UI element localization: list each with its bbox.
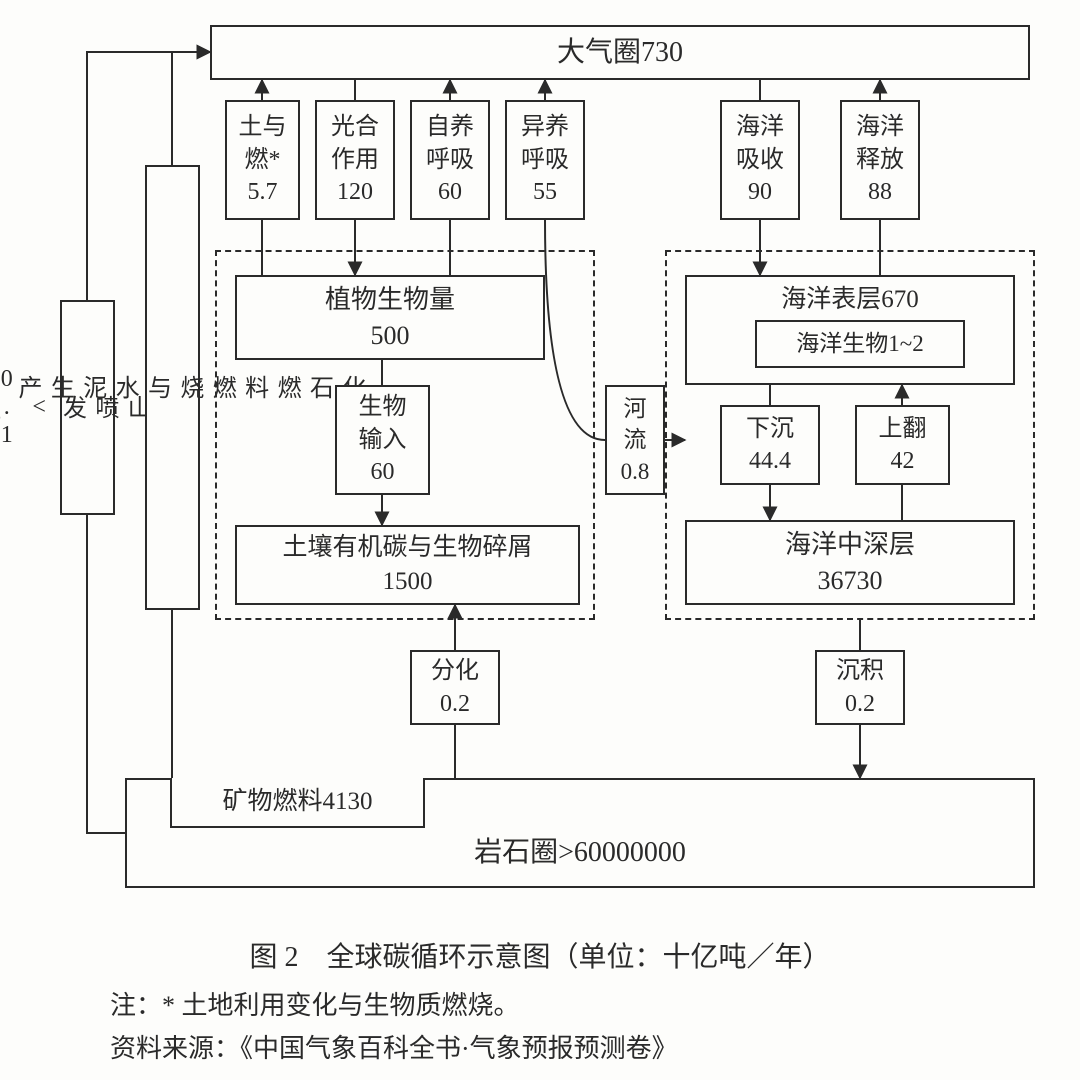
bioinput-l3: 60 bbox=[371, 456, 395, 488]
flux-landburn-l3: 5.7 bbox=[248, 176, 278, 208]
surface-label: 海洋表层670 bbox=[781, 283, 919, 317]
sediment-l2: 0.2 bbox=[845, 688, 875, 720]
bioinput-l1: 生物 bbox=[359, 391, 407, 423]
flux-absorb-box: 海洋吸收90 bbox=[720, 100, 800, 220]
soil-carbon-box: 土壤有机碳与生物碎屑 1500 bbox=[235, 525, 580, 605]
mineral-label: 矿物燃料4130 bbox=[222, 785, 372, 819]
flux-release-l2: 释放 bbox=[856, 144, 904, 176]
source-text: 资料来源：《中国气象百科全书·气象预报预测卷》 bbox=[110, 1034, 678, 1063]
flux-landburn-l1: 土与 bbox=[239, 111, 287, 143]
flux-photo-box: 光合作用120 bbox=[315, 100, 395, 220]
upwell-box: 上翻 42 bbox=[855, 405, 950, 485]
flux-hetero-box: 异养呼吸55 bbox=[505, 100, 585, 220]
flux-release-box: 海洋释放88 bbox=[840, 100, 920, 220]
litho-label: 岩石圈>60000000 bbox=[474, 834, 686, 872]
fossil-fuel-box: 化 石 燃 料 燃 烧 与 水 泥 生 产 5.4 bbox=[145, 165, 200, 610]
mineral-fuel-box: 矿物燃料4130 bbox=[170, 778, 425, 828]
river-box: 河 流 0.8 bbox=[605, 385, 665, 495]
upwell-l1: 上翻 bbox=[879, 413, 927, 445]
figure-note: 注：* 土地利用变化与生物质燃烧。 bbox=[110, 985, 520, 1022]
weather-l2: 0.2 bbox=[440, 688, 470, 720]
river-l2: 流 bbox=[624, 424, 647, 455]
biota-label: 海洋生物1~2 bbox=[796, 328, 923, 359]
caption-text: 图 2 全球碳循环示意图（单位：十亿吨／年） bbox=[249, 942, 830, 973]
note-text: 注：* 土地利用变化与生物质燃烧。 bbox=[110, 991, 520, 1020]
soil-l2: 1500 bbox=[383, 565, 433, 599]
atmosphere-label: 大气圈730 bbox=[557, 34, 683, 72]
plant-l2: 500 bbox=[371, 318, 410, 353]
atmosphere-box: 大气圈730 bbox=[210, 25, 1030, 80]
weather-l1: 分化 bbox=[431, 655, 479, 687]
flux-hetero-l2: 呼吸 bbox=[521, 144, 569, 176]
weathering-box: 分化 0.2 bbox=[410, 650, 500, 725]
deep-l2: 36730 bbox=[818, 563, 883, 598]
flux-photo-l2: 作用 bbox=[331, 144, 379, 176]
bio-input-box: 生物 输入 60 bbox=[335, 385, 430, 495]
flux-photo-l1: 光合 bbox=[331, 111, 379, 143]
upwell-l2: 42 bbox=[891, 445, 915, 477]
flux-landburn-l2: 燃* bbox=[245, 144, 281, 176]
sediment-l1: 沉积 bbox=[836, 655, 884, 687]
flux-auto-box: 自养呼吸60 bbox=[410, 100, 490, 220]
flux-landburn-box: 土与燃*5.7 bbox=[225, 100, 300, 220]
figure-source: 资料来源：《中国气象百科全书·气象预报预测卷》 bbox=[110, 1028, 678, 1065]
sediment-box: 沉积 0.2 bbox=[815, 650, 905, 725]
figure-caption: 图 2 全球碳循环示意图（单位：十亿吨／年） bbox=[0, 935, 1080, 975]
flux-auto-l2: 呼吸 bbox=[426, 144, 474, 176]
plant-biomass-box: 植物生物量 500 bbox=[235, 275, 545, 360]
ocean-biota-box: 海洋生物1~2 bbox=[755, 320, 965, 368]
sink-l1: 下沉 bbox=[746, 413, 794, 445]
flux-auto-l3: 60 bbox=[438, 176, 462, 208]
sink-box: 下沉 44.4 bbox=[720, 405, 820, 485]
soil-l1: 土壤有机碳与生物碎屑 bbox=[282, 531, 532, 565]
ocean-deep-box: 海洋中深层 36730 bbox=[685, 520, 1015, 605]
deep-l1: 海洋中深层 bbox=[785, 527, 915, 562]
river-l3: 0.8 bbox=[621, 456, 650, 487]
bioinput-l2: 输入 bbox=[359, 424, 407, 456]
flux-auto-l1: 自养 bbox=[426, 111, 474, 143]
flux-photo-l3: 120 bbox=[337, 176, 373, 208]
flux-release-l1: 海洋 bbox=[856, 111, 904, 143]
flux-hetero-l1: 异养 bbox=[521, 111, 569, 143]
river-l1: 河 bbox=[624, 393, 647, 424]
sink-l2: 44.4 bbox=[749, 445, 791, 477]
diagram-stage: 大气圈730 火 山 喷 发 < 0.1 化 石 燃 料 燃 烧 与 水 泥 生… bbox=[0, 0, 1080, 1080]
plant-l1: 植物生物量 bbox=[325, 282, 455, 317]
flux-absorb-l1: 海洋 bbox=[736, 111, 784, 143]
flux-hetero-l3: 55 bbox=[533, 176, 557, 208]
flux-absorb-l2: 吸收 bbox=[736, 144, 784, 176]
flux-release-l3: 88 bbox=[868, 176, 892, 208]
flux-absorb-l3: 90 bbox=[748, 176, 772, 208]
